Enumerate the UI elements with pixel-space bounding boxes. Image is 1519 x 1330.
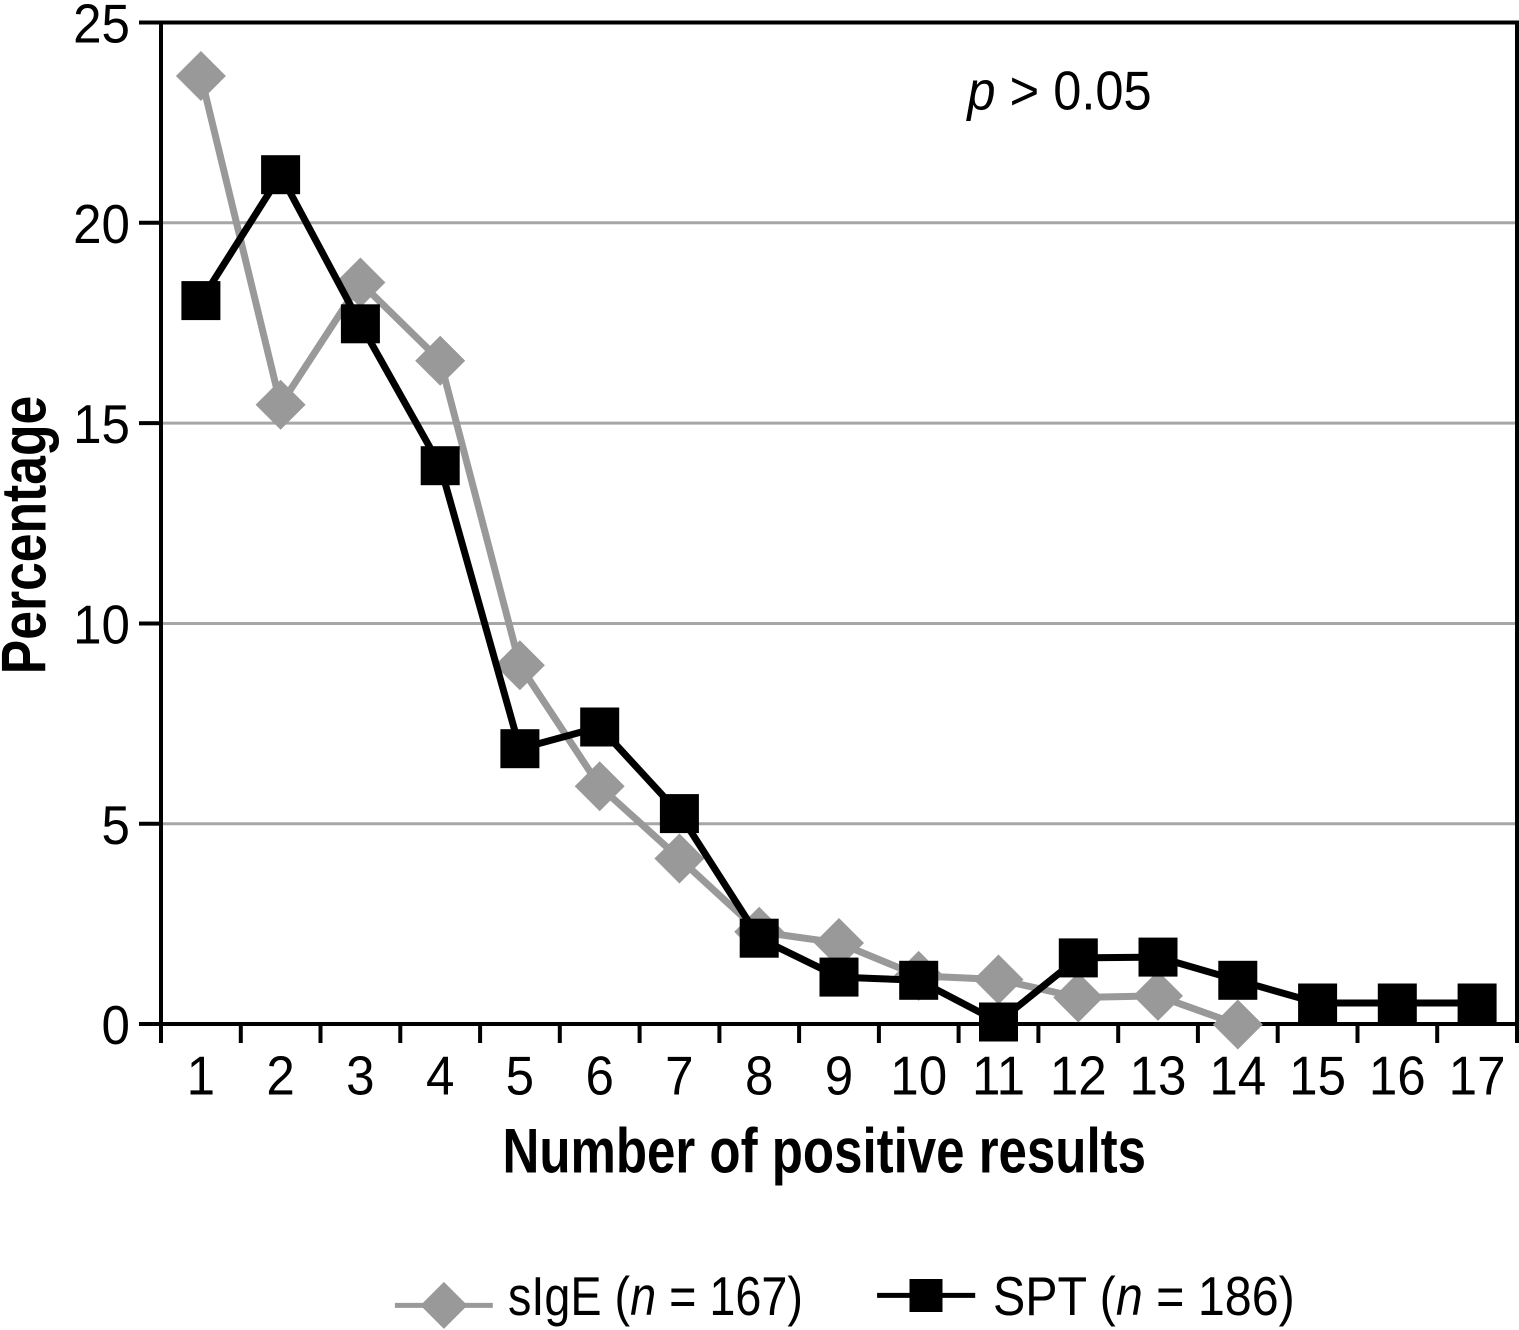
svg-text:1: 1 <box>187 1046 215 1107</box>
svg-text:11: 11 <box>972 1046 1025 1107</box>
svg-text:15: 15 <box>1289 1046 1346 1107</box>
svg-text:13: 13 <box>1130 1046 1187 1107</box>
svg-text:8: 8 <box>745 1046 773 1107</box>
svg-text:20: 20 <box>73 194 130 255</box>
svg-text:3: 3 <box>346 1046 374 1107</box>
svg-text:0: 0 <box>102 995 130 1056</box>
svg-text:16: 16 <box>1369 1046 1426 1107</box>
svg-text:25: 25 <box>73 0 130 55</box>
svg-text:5: 5 <box>102 795 130 856</box>
svg-text:12: 12 <box>1050 1046 1107 1107</box>
svg-text:6: 6 <box>585 1046 613 1107</box>
svg-text:17: 17 <box>1449 1046 1506 1107</box>
svg-text:2: 2 <box>266 1046 294 1107</box>
svg-text:7: 7 <box>665 1046 693 1107</box>
svg-text:Number of positive results: Number of positive results <box>503 1117 1147 1187</box>
svg-text:10: 10 <box>73 595 130 656</box>
svg-text:10: 10 <box>890 1046 947 1107</box>
svg-text:p > 0.05: p > 0.05 <box>965 61 1151 122</box>
svg-text:sIgE (n = 167): sIgE (n = 167) <box>508 1265 803 1326</box>
svg-text:14: 14 <box>1209 1046 1266 1107</box>
svg-text:4: 4 <box>426 1046 454 1107</box>
svg-text:Percentage: Percentage <box>0 396 60 674</box>
svg-text:9: 9 <box>825 1046 853 1107</box>
svg-text:5: 5 <box>506 1046 534 1107</box>
svg-text:15: 15 <box>73 394 130 455</box>
svg-text:SPT (n = 186): SPT (n = 186) <box>993 1265 1295 1327</box>
